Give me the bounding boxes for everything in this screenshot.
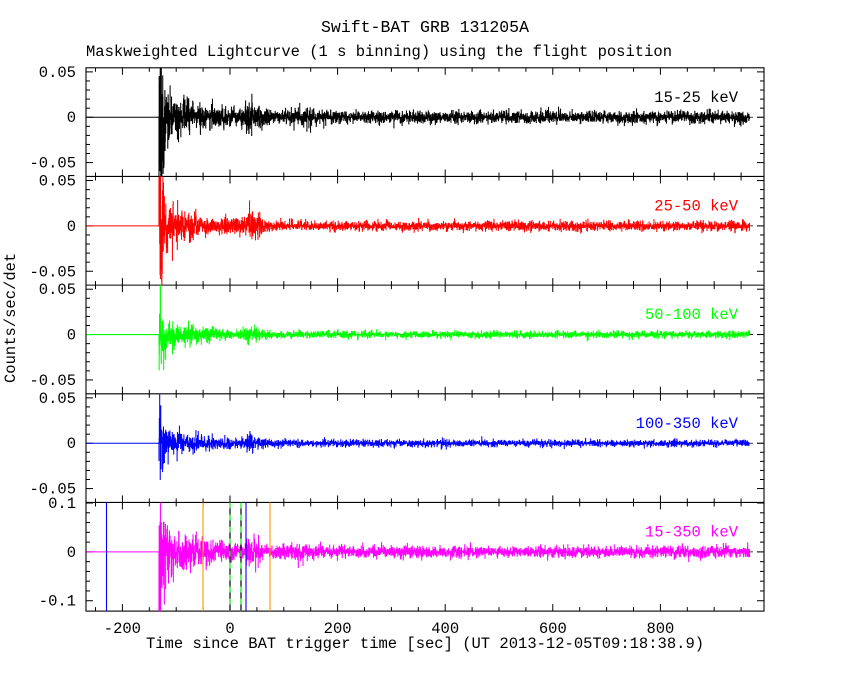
svg-text:100-350 keV: 100-350 keV bbox=[636, 415, 739, 433]
svg-text:-0.05: -0.05 bbox=[29, 155, 76, 173]
svg-text:0: 0 bbox=[67, 109, 76, 127]
svg-text:0.05: 0.05 bbox=[39, 173, 76, 191]
svg-text:Counts/sec/det: Counts/sec/det bbox=[2, 253, 20, 383]
svg-text:Time since BAT trigger time [s: Time since BAT trigger time [sec] (UT 20… bbox=[146, 635, 704, 653]
svg-text:0: 0 bbox=[67, 327, 76, 345]
svg-text:-0.05: -0.05 bbox=[29, 372, 76, 390]
svg-text:-0.05: -0.05 bbox=[29, 263, 76, 281]
svg-text:-0.1: -0.1 bbox=[39, 593, 76, 611]
svg-text:15-350 keV: 15-350 keV bbox=[645, 523, 739, 541]
svg-text:Maskweighted Lightcurve (1 s b: Maskweighted Lightcurve (1 s binning) us… bbox=[86, 43, 672, 61]
svg-text:15-25 keV: 15-25 keV bbox=[654, 89, 738, 107]
svg-text:0.05: 0.05 bbox=[39, 390, 76, 408]
svg-text:25-50 keV: 25-50 keV bbox=[654, 197, 738, 215]
svg-text:0.1: 0.1 bbox=[48, 495, 76, 513]
svg-text:Swift-BAT GRB 131205A: Swift-BAT GRB 131205A bbox=[321, 18, 529, 37]
svg-text:0: 0 bbox=[67, 435, 76, 453]
svg-text:50-100 keV: 50-100 keV bbox=[645, 306, 739, 324]
svg-text:0: 0 bbox=[67, 544, 76, 562]
svg-text:0: 0 bbox=[67, 218, 76, 236]
svg-text:0.05: 0.05 bbox=[39, 281, 76, 299]
svg-text:-200: -200 bbox=[104, 620, 141, 638]
svg-text:0.05: 0.05 bbox=[39, 64, 76, 82]
